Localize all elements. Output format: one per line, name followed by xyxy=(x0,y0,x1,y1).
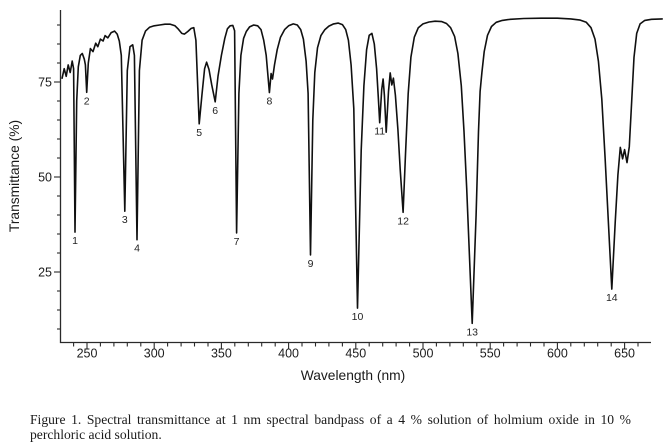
x-tick-label: 350 xyxy=(211,347,232,361)
peak-label-12: 12 xyxy=(397,215,409,227)
y-tick-label: 75 xyxy=(38,76,52,90)
spectrum-curve xyxy=(61,17,663,325)
peak-label-8: 8 xyxy=(266,96,272,108)
peak-label-14: 14 xyxy=(606,292,618,304)
peak-label-7: 7 xyxy=(234,236,240,248)
peak-label-4: 4 xyxy=(134,243,140,255)
y-tick-label: 25 xyxy=(38,266,52,280)
x-tick-label: 300 xyxy=(144,347,165,361)
peak-label-10: 10 xyxy=(352,311,364,323)
x-tick-label: 650 xyxy=(614,347,635,361)
peak-label-6: 6 xyxy=(212,105,218,117)
peak-label-2: 2 xyxy=(84,95,90,107)
y-axis-title: Transmittance (%) xyxy=(7,120,22,232)
x-tick-label: 250 xyxy=(77,347,98,361)
axes xyxy=(59,10,651,344)
peak-label-1: 1 xyxy=(72,235,78,247)
peak-label-11: 11 xyxy=(374,126,385,138)
x-tick-label: 600 xyxy=(547,347,568,361)
x-tick-label: 450 xyxy=(345,347,366,361)
caption-line-2: perchloric acid solution. xyxy=(30,426,162,442)
peak-label-13: 13 xyxy=(466,326,478,338)
x-tick-label: 400 xyxy=(278,347,299,361)
spectrum-curve-group xyxy=(61,17,663,325)
figure-caption: Figure 1. Spectral transmittance at 1 nm… xyxy=(30,412,631,443)
y-tick-label: 50 xyxy=(38,171,52,185)
peak-label-3: 3 xyxy=(122,214,128,226)
x-tick-label: 500 xyxy=(413,347,434,361)
x-axis-title: Wavelength (nm) xyxy=(301,368,406,383)
axis-ticks xyxy=(54,24,639,349)
x-tick-label: 550 xyxy=(480,347,501,361)
caption-line-1: Figure 1. Spectral transmittance at 1 nm… xyxy=(30,412,631,427)
peak-label-5: 5 xyxy=(196,127,202,139)
peak-label-9: 9 xyxy=(308,258,314,270)
